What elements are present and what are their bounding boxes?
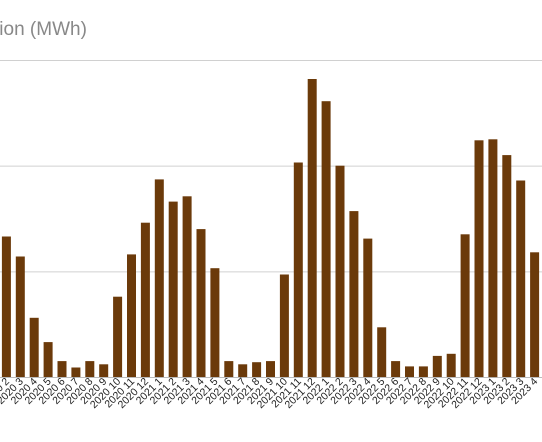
bar [516, 180, 526, 377]
bar [307, 79, 317, 377]
bar [405, 366, 414, 377]
bar [530, 252, 540, 377]
bar [99, 364, 109, 377]
bar [224, 361, 234, 377]
bar [29, 317, 39, 377]
chart-title: tion (MWh) [0, 19, 87, 40]
bar [377, 327, 387, 377]
bar [238, 364, 248, 377]
bar [266, 361, 275, 377]
bar [140, 222, 150, 377]
bar [363, 238, 373, 377]
bar [154, 179, 164, 377]
bar [335, 165, 345, 377]
bars [1, 79, 540, 378]
bar [1, 236, 11, 377]
bar [391, 361, 401, 377]
bar [15, 256, 25, 377]
bar [446, 353, 456, 377]
bar [474, 140, 484, 377]
bar [293, 162, 303, 377]
bar [321, 101, 331, 377]
bar [168, 201, 178, 377]
bar [279, 274, 289, 377]
bar [418, 366, 428, 377]
bar [182, 196, 192, 377]
bar [460, 234, 470, 377]
bar [210, 268, 220, 377]
bar [252, 362, 262, 377]
bar [57, 361, 67, 377]
bar [113, 296, 123, 377]
bar [127, 254, 136, 377]
bar [196, 229, 206, 377]
bar [432, 355, 442, 377]
gridlines [0, 60, 542, 378]
bar [488, 139, 498, 378]
bar [71, 367, 81, 377]
bar [43, 342, 53, 377]
bar [85, 361, 95, 377]
bar [349, 211, 359, 377]
bar [502, 155, 512, 377]
